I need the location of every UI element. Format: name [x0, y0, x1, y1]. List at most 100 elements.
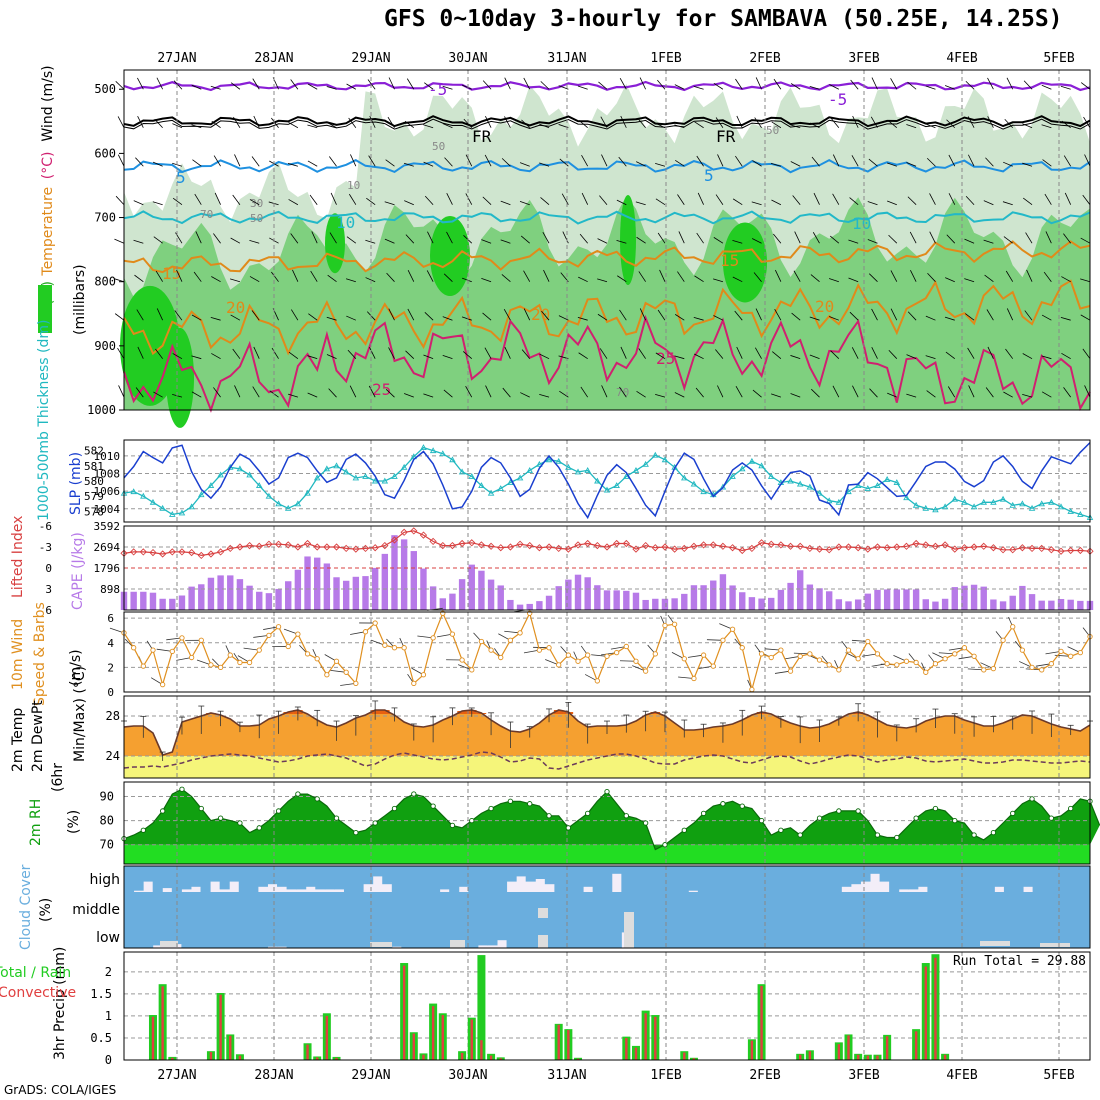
cape-bar — [825, 591, 833, 610]
wind-barb — [655, 122, 666, 129]
cloud-bar-middle — [296, 892, 307, 922]
wind-barb — [732, 276, 743, 283]
wind-barb — [734, 310, 743, 321]
li-point — [439, 541, 447, 550]
ytick-label-2: 700 — [94, 211, 116, 225]
wind-barb — [504, 346, 511, 359]
thickness-point — [661, 456, 669, 463]
date-label-top-8: 4FEB — [946, 51, 977, 66]
cloud-bar-low — [229, 922, 240, 948]
cloud-bar-low — [1080, 922, 1091, 948]
cloud-bar-low — [697, 922, 708, 948]
isotherm-line-6 — [123, 314, 1091, 413]
panel-frame — [123, 439, 1091, 523]
wind-barb — [288, 351, 299, 360]
wind-barb — [252, 386, 260, 398]
li-point — [159, 550, 167, 558]
precip-conv-bar — [335, 1057, 338, 1060]
wind-barb — [134, 274, 144, 283]
rh-2m-point — [217, 815, 224, 821]
cloud-bar-high — [879, 866, 890, 882]
wind-barb — [1080, 314, 1091, 321]
date-label-top-1: 28JAN — [254, 51, 293, 66]
wind-barb — [677, 194, 685, 205]
date-label-bottom-5: 1FEB — [650, 1068, 681, 1083]
li-point — [516, 540, 524, 548]
date-label-top-7: 3FEB — [848, 51, 879, 66]
cloud-ylabel: Cloud Cover — [18, 864, 34, 950]
cape-bar — [1038, 600, 1045, 610]
precip-conv-bar — [480, 1040, 483, 1060]
thickness-point — [478, 482, 485, 489]
cloud-bar-middle — [554, 892, 565, 922]
cloud-bar-low — [334, 922, 345, 948]
cloud-bar-middle — [458, 892, 469, 922]
wind-barb — [523, 270, 531, 282]
li-point — [168, 548, 176, 556]
cloud-bar-low — [640, 922, 651, 948]
cape-bar — [632, 592, 640, 610]
wind-barb — [871, 347, 878, 359]
wind-barb — [600, 116, 608, 128]
precip-conv-bar — [876, 1055, 879, 1060]
thickness-point — [1028, 504, 1036, 511]
wind-barb — [114, 313, 125, 321]
thickness-point — [545, 456, 553, 463]
wind-10m-point — [1000, 637, 1006, 643]
wind-barb — [773, 233, 782, 244]
thickness-point — [1067, 507, 1074, 514]
wind-10m-point — [923, 669, 929, 675]
wind-barb — [751, 238, 762, 244]
wind-barb — [987, 116, 994, 128]
wind-barb — [925, 315, 936, 321]
rh-2m-point — [585, 810, 591, 817]
wind-barb — [213, 155, 221, 167]
cloud-bar-middle — [143, 892, 154, 922]
panel-frame — [123, 611, 1091, 693]
wind-10m-point — [720, 637, 726, 643]
wind-barb — [426, 270, 434, 282]
thickness-point — [217, 471, 224, 478]
li-tick-2: 0 — [45, 562, 52, 575]
wind-10m-point — [391, 645, 398, 651]
wind-barb — [307, 83, 318, 90]
cloud-bar-high — [430, 866, 441, 892]
date-label-bottom-6: 2FEB — [749, 1068, 780, 1083]
contour-label-7: 10 — [852, 214, 871, 233]
li-point — [1047, 546, 1055, 554]
wind-barb — [230, 314, 241, 321]
li-point — [622, 539, 630, 548]
cape-bar — [265, 593, 273, 610]
cloud-bar-high — [870, 866, 881, 874]
wind-barb — [1043, 271, 1052, 282]
rh-2m-point — [256, 825, 262, 831]
temp-peak — [650, 712, 661, 714]
wind-barb — [542, 232, 550, 244]
panel-frame — [123, 781, 1091, 865]
wind-barb — [926, 390, 936, 398]
wind-barb — [230, 278, 241, 283]
li-point — [564, 545, 572, 553]
cape-bar — [845, 601, 852, 610]
wind-barb — [849, 197, 859, 206]
cloud-bar-low — [190, 922, 202, 948]
wind-barb — [888, 349, 898, 359]
wind-10m-point — [681, 656, 687, 662]
cloud-bar-high — [219, 866, 230, 890]
cloud-bar-low — [716, 922, 728, 948]
thickness-point — [912, 501, 920, 508]
wind-barb — [155, 270, 163, 282]
wind-barb — [735, 78, 743, 90]
thickness-point — [429, 447, 437, 454]
wind-barb — [232, 194, 241, 205]
thickness-point — [681, 474, 688, 481]
wind-barb — [309, 194, 318, 205]
wind-barb — [253, 115, 260, 128]
wind-barb — [326, 354, 337, 360]
li-point — [593, 541, 601, 550]
li-point — [255, 542, 263, 550]
wind-barb — [925, 85, 936, 90]
precip-conv-bar — [151, 1016, 155, 1060]
cloud-low-patch-2 — [450, 940, 465, 948]
